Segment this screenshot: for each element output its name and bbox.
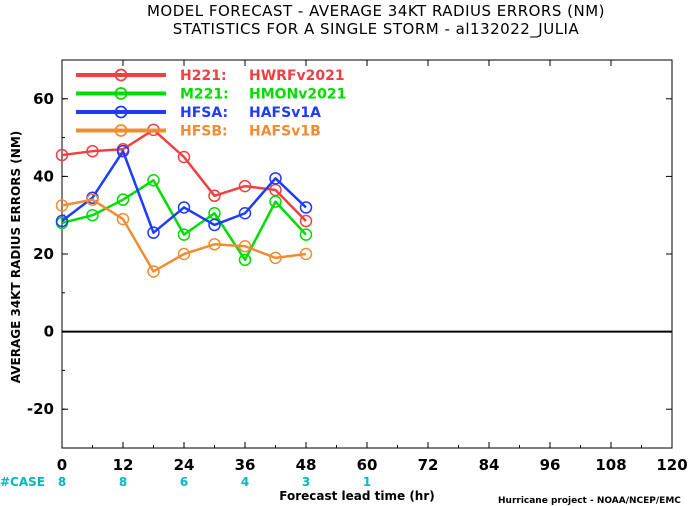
x-tick-label: 96 [540, 456, 561, 474]
data-point [269, 195, 282, 208]
x-tick-label: 12 [113, 456, 134, 474]
credit-text: Hurricane project - NOAA/NCEP/EMC [498, 496, 681, 506]
data-point [299, 247, 313, 261]
case-count: 1 [363, 475, 371, 489]
y-tick-label: 40 [33, 167, 54, 185]
legend-entry: HFSA: HAFSv1A [76, 105, 321, 121]
chart-title-line1: MODEL FORECAST - AVERAGE 34KT RADIUS ERR… [147, 2, 605, 20]
case-count: 4 [241, 475, 249, 489]
series-line [61, 179, 307, 262]
data-point [116, 193, 130, 206]
y-axis-label: AVERAGE 34KT RADIUS ERRORS (NM) [9, 131, 23, 383]
legend-entry: M221: HMONv2021 [76, 87, 346, 103]
legend-label: HWRFv2021 [249, 68, 345, 84]
case-count: 3 [302, 475, 310, 489]
case-label: #CASE [0, 475, 45, 489]
data-point [55, 199, 69, 212]
data-point [269, 172, 282, 185]
series-line [61, 198, 307, 273]
data-point [238, 207, 252, 220]
data-point [238, 179, 252, 193]
legend-code: HFSA: [180, 105, 228, 121]
x-tick-label: 84 [479, 456, 500, 474]
x-tick-label: 120 [656, 456, 687, 474]
x-tick-label: 36 [235, 456, 256, 474]
data-point [177, 150, 191, 164]
data-point [238, 239, 252, 253]
case-count: 6 [180, 475, 188, 489]
series-line [61, 149, 307, 234]
y-tick-label: -20 [27, 400, 54, 418]
data-point [177, 247, 191, 261]
legend-entry: HFSB: HAFSv1B [76, 124, 321, 140]
legend-swatch-marker [114, 68, 128, 82]
x-axis-label: Forecast lead time (hr) [279, 489, 435, 503]
y-axis: -20 0 20 40 60 [27, 59, 672, 449]
legend: H221: HWRFv2021 M221: HMONv2021 HFSA: HAFSv1A… [76, 68, 346, 140]
data-point [238, 253, 252, 267]
case-count: 8 [58, 475, 66, 489]
chart-title-line2: STATISTICS FOR A SINGLE STORM - al132022… [173, 20, 580, 39]
data-point [208, 218, 221, 232]
data-point [177, 201, 191, 214]
data-point [86, 208, 99, 222]
legend-swatch-marker [114, 124, 128, 137]
x-tick-label: 72 [418, 456, 439, 474]
data-point [116, 212, 130, 226]
data-point [116, 144, 130, 158]
data-point [299, 201, 313, 214]
series-hafsv1a [55, 144, 313, 239]
series-hafsv1b [55, 193, 313, 278]
series-layer [55, 123, 313, 278]
legend-entry: H221: HWRFv2021 [76, 68, 345, 84]
data-point [299, 228, 313, 241]
data-point [177, 228, 191, 241]
y-tick-label: 60 [33, 90, 54, 108]
data-point [208, 238, 221, 251]
data-point [269, 251, 282, 265]
legend-swatch-marker [114, 87, 128, 100]
data-point [55, 148, 69, 162]
case-counts: 8 8 6 4 3 1 [58, 475, 371, 489]
x-tick-label: 0 [57, 456, 67, 474]
data-point [147, 265, 160, 278]
data-point [86, 144, 99, 158]
legend-code: M221: [180, 87, 229, 103]
case-count: 8 [119, 475, 127, 489]
y-tick-label: 20 [33, 245, 54, 263]
y-tick-label: 0 [44, 323, 54, 341]
data-point [147, 226, 160, 239]
legend-label: HMONv2021 [249, 87, 346, 103]
data-point [299, 214, 313, 228]
series-hmonv2021 [55, 174, 313, 267]
x-axis: 0 12 24 36 48 60 72 84 96 108 120 [57, 60, 688, 474]
data-point [147, 174, 160, 187]
data-point [55, 214, 69, 228]
x-tick-label: 108 [595, 456, 626, 474]
legend-code: H221: [180, 68, 227, 84]
data-point [208, 189, 221, 203]
series-hwrfv2021 [55, 123, 313, 228]
x-tick-label: 60 [357, 456, 378, 474]
data-point [86, 193, 99, 206]
legend-label: HAFSv1A [249, 105, 321, 121]
x-tick-label: 24 [174, 456, 195, 474]
x-tick-label: 48 [296, 456, 317, 474]
legend-code: HFSB: [180, 124, 228, 140]
legend-label: HAFSv1B [249, 124, 321, 140]
legend-swatch-marker [114, 105, 128, 119]
plot-area [61, 59, 673, 449]
